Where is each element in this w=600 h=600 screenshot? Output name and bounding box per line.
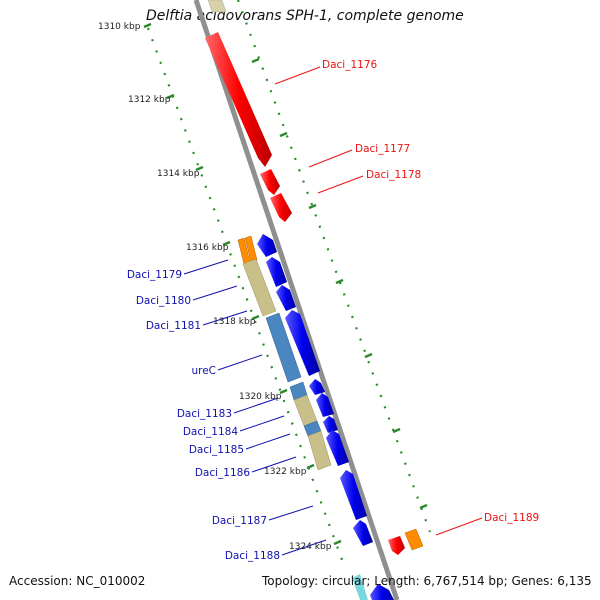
label-daci-1188[interactable]: Daci_1188: [225, 550, 280, 562]
label-leader-lines: [183, 66, 483, 556]
scale-label-1324: 1324 kbp: [289, 542, 332, 552]
label-daci-1186[interactable]: Daci_1186: [195, 467, 251, 479]
reverse-gene-labels: Daci_1179 Daci_1180 Daci_1181 ureC Daci_…: [127, 269, 280, 562]
gene-daci-1185[interactable]: [323, 416, 338, 433]
gene-daci-1184[interactable]: [316, 393, 334, 417]
label-daci-1184[interactable]: Daci_1184: [183, 426, 239, 438]
genome-backbone: [193, 0, 400, 600]
genome-stats-text: Topology: circular; Length: 6,767,514 bp…: [262, 574, 592, 588]
cog-tan-2: [293, 394, 318, 427]
label-daci-1181[interactable]: Daci_1181: [146, 320, 201, 332]
inner-major-ticks: [143, 22, 342, 546]
scale-label-1312: 1312 kbp: [128, 95, 171, 105]
label-daci-1179[interactable]: Daci_1179: [127, 269, 182, 281]
rna-feature-c: [404, 528, 424, 551]
scale-label-1316: 1316 kbp: [186, 243, 229, 253]
cog-blue-1: [265, 312, 302, 383]
label-daci-1189[interactable]: Daci_1189: [484, 512, 539, 524]
forward-gene-track: [205, 32, 405, 555]
gene-daci-1177[interactable]: [260, 169, 280, 195]
gene-daci-1187[interactable]: [340, 470, 367, 520]
label-daci-1187[interactable]: Daci_1187: [212, 515, 267, 527]
gene-daci-1189[interactable]: [388, 536, 405, 555]
label-daci-1185[interactable]: Daci_1185: [189, 444, 244, 456]
label-daci-1177[interactable]: Daci_1177: [355, 143, 410, 155]
reverse-gene-track: [257, 234, 394, 600]
gene-daci-1186[interactable]: [326, 430, 349, 466]
gene-daci-1178[interactable]: [270, 193, 292, 222]
gene-daci-1176[interactable]: [205, 32, 272, 167]
partial-gene-top: [207, 0, 227, 13]
scale-label-1314: 1314 kbp: [157, 169, 200, 179]
outer-major-ticks: [251, 57, 428, 510]
label-daci-1180[interactable]: Daci_1180: [136, 295, 191, 307]
gene-daci-1180[interactable]: [266, 257, 287, 287]
forward-gene-labels: Daci_1176 Daci_1177 Daci_1178 Daci_1189: [322, 59, 539, 524]
scale-labels: 1310 kbp 1312 kbp 1314 kbp 1316 kbp 1318…: [98, 22, 332, 552]
gene-urec[interactable]: [285, 310, 320, 376]
gene-daci-1188[interactable]: [353, 520, 373, 546]
rna-feature-b: [244, 235, 258, 263]
scale-label-1318: 1318 kbp: [213, 317, 256, 327]
gene-daci-1183[interactable]: [309, 379, 325, 395]
partial-gene-bottom: [370, 584, 394, 600]
cog-tan-3: [307, 430, 332, 471]
gene-daci-1181[interactable]: [276, 285, 296, 311]
label-daci-1183[interactable]: Daci_1183: [177, 408, 232, 420]
scale-label-1322: 1322 kbp: [264, 467, 307, 477]
cog-feature-track: [237, 235, 424, 600]
scale-label-1320: 1320 kbp: [239, 392, 282, 402]
label-daci-1176[interactable]: Daci_1176: [322, 59, 378, 71]
scale-label-1310: 1310 kbp: [98, 22, 141, 32]
gene-daci-1179[interactable]: [257, 234, 277, 257]
accession-text: Accession: NC_010002: [9, 574, 146, 588]
partial-feature-cyan: [352, 574, 368, 600]
label-urec[interactable]: ureC: [191, 365, 216, 377]
label-daci-1178[interactable]: Daci_1178: [366, 169, 421, 181]
cog-tan-1: [242, 258, 277, 317]
